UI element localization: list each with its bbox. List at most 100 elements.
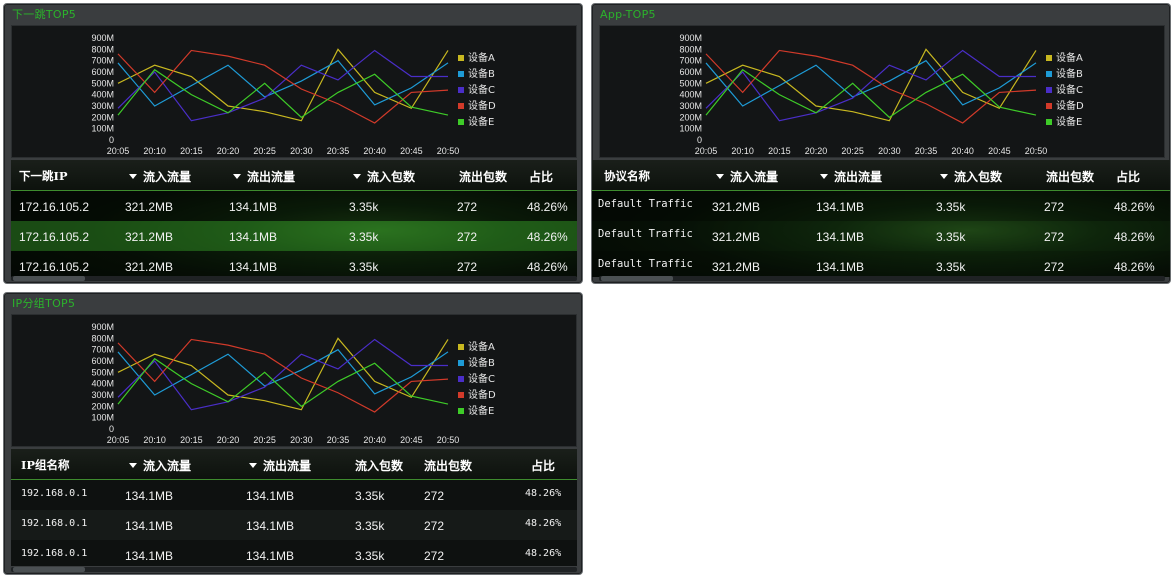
table-row[interactable]: 192.168.0.1 134.1MB 134.1MB 3.35k 272 48.26% bbox=[11, 480, 577, 510]
data-table: 协议名称 流入流量 流出流量 流入包数 流出包数 占比 Default Traf… bbox=[592, 160, 1170, 277]
table-row[interactable]: 192.168.0.1 134.1MB 134.1MB 3.35k 272 48.26% bbox=[11, 540, 577, 566]
legend-label[interactable]: 设备D bbox=[468, 388, 496, 401]
data-table: IP组名称 流入流量 流出流量 流入包数 流出包数 占比 192.168.0.1… bbox=[11, 449, 577, 566]
table-cell: 172.16.105.2 bbox=[19, 200, 90, 214]
x-tick-label: 20:10 bbox=[731, 146, 754, 156]
series-line-1 bbox=[117, 48, 449, 122]
scrollbar-thumb[interactable] bbox=[13, 276, 85, 281]
col-header-in-packets[interactable]: 流入包数 bbox=[940, 168, 1002, 185]
col-header-ratio[interactable]: 占比 bbox=[529, 170, 554, 184]
y-tick-label: 100M bbox=[91, 413, 114, 423]
series-line-4 bbox=[117, 49, 449, 124]
panel-title: 下一跳TOP5 bbox=[12, 8, 77, 21]
table-cell: 134.1MB bbox=[229, 260, 278, 274]
legend-label[interactable]: 设备B bbox=[1056, 67, 1083, 80]
table-cell: 134.1MB bbox=[246, 489, 295, 503]
table-cell: 48.26% bbox=[527, 200, 568, 214]
table-cell: 192.168.0.1 bbox=[21, 488, 88, 499]
col-header-in-traffic[interactable]: 流入流量 bbox=[716, 168, 778, 185]
col-header-out-packets[interactable]: 流出包数 bbox=[459, 170, 508, 184]
table-cell: 3.35k bbox=[936, 200, 966, 214]
legend-swatch bbox=[458, 376, 464, 382]
table-row[interactable]: 172.16.105.2 321.2MB 134.1MB 3.35k 272 48.26% bbox=[11, 191, 577, 221]
horizontal-scrollbar[interactable] bbox=[11, 276, 577, 281]
col-header-in-packets[interactable]: 流入包数 bbox=[355, 459, 404, 473]
col-header-ratio[interactable]: 占比 bbox=[1116, 170, 1141, 184]
table-cell: 48.26% bbox=[1114, 230, 1155, 244]
legend-label[interactable]: 设备A bbox=[468, 51, 495, 64]
x-tick-label: 20:35 bbox=[327, 146, 350, 156]
horizontal-scrollbar[interactable] bbox=[599, 276, 1165, 281]
panel-title: IP分组TOP5 bbox=[12, 297, 76, 310]
legend-swatch bbox=[1046, 119, 1052, 125]
table-cell: 134.1MB bbox=[246, 519, 295, 533]
sort-down-icon bbox=[233, 174, 241, 179]
table-cell: 134.1MB bbox=[125, 519, 174, 533]
sort-down-icon bbox=[249, 463, 257, 468]
x-tick-label: 20:15 bbox=[180, 146, 203, 156]
legend-label[interactable]: 设备E bbox=[468, 404, 494, 417]
x-tick-label: 20:25 bbox=[253, 435, 276, 445]
horizontal-scrollbar[interactable] bbox=[11, 567, 577, 572]
legend-label[interactable]: 设备A bbox=[468, 340, 495, 353]
x-tick-label: 20:20 bbox=[805, 146, 828, 156]
y-tick-label: 900M bbox=[91, 33, 114, 43]
table-cell: 134.1MB bbox=[125, 489, 174, 503]
table-cell: 272 bbox=[424, 519, 445, 533]
legend-label[interactable]: 设备C bbox=[468, 83, 495, 96]
legend-swatch bbox=[458, 87, 464, 93]
table-row[interactable]: Default Traffic 321.2MB 134.1MB 3.35k 272 48.… bbox=[592, 251, 1170, 277]
col-header-out-traffic[interactable]: 流出流量 bbox=[820, 168, 882, 185]
col-header-in-traffic[interactable]: 流入流量 bbox=[129, 168, 191, 185]
legend-swatch bbox=[458, 71, 464, 77]
table-cell: 3.35k bbox=[349, 200, 379, 214]
scrollbar-thumb[interactable] bbox=[601, 276, 673, 281]
table-row[interactable]: 172.16.105.2 321.2MB 134.1MB 3.35k 272 48.26% bbox=[11, 251, 577, 277]
table-cell: 134.1MB bbox=[816, 260, 865, 274]
legend-label[interactable]: 设备B bbox=[468, 356, 495, 369]
legend-label[interactable]: 设备E bbox=[1056, 115, 1082, 128]
scrollbar-thumb[interactable] bbox=[13, 567, 85, 572]
line-chart: 900M 800M 700M 600M 500M 400M 300M 200M 100M 0 20:… bbox=[11, 314, 577, 447]
table-cell: 272 bbox=[424, 489, 445, 503]
table-row[interactable]: Default Traffic 321.2MB 134.1MB 3.35k 272 48.… bbox=[592, 221, 1170, 251]
col-header-out-traffic[interactable]: 流出流量 bbox=[249, 457, 311, 474]
col-header-out-packets[interactable]: 流出包数 bbox=[424, 459, 473, 473]
table-cell: 3.35k bbox=[355, 519, 385, 533]
col-header-nexthop-ip[interactable]: 下一跳IP bbox=[19, 169, 68, 183]
col-header-out-traffic[interactable]: 流出流量 bbox=[233, 168, 295, 185]
col-header-out-packets[interactable]: 流出包数 bbox=[1046, 170, 1095, 184]
table-row[interactable]: Default Traffic 321.2MB 134.1MB 3.35k 272 48.… bbox=[592, 191, 1170, 221]
table-cell: 134.1MB bbox=[229, 230, 278, 244]
legend-label[interactable]: 设备D bbox=[468, 99, 496, 112]
col-header-ratio[interactable]: 占比 bbox=[531, 459, 556, 473]
table-cell: 134.1MB bbox=[246, 549, 295, 563]
table-cell: 192.168.0.1 bbox=[21, 518, 88, 529]
legend-label[interactable]: 设备D bbox=[1056, 99, 1084, 112]
legend-swatch bbox=[458, 344, 464, 350]
panel-nexthop-top5: 下一跳TOP5 900M 800M 700M 600M 500M 400M 300M 200M… bbox=[3, 3, 583, 284]
series-line-4 bbox=[705, 49, 1037, 124]
table-row[interactable]: 172.16.105.2 321.2MB 134.1MB 3.35k 272 48.26% bbox=[11, 221, 577, 251]
x-tick-label: 20:40 bbox=[951, 146, 974, 156]
col-header-ipgroup-name[interactable]: IP组名称 bbox=[21, 458, 70, 472]
y-tick-label: 900M bbox=[679, 33, 702, 43]
x-tick-label: 20:45 bbox=[400, 146, 423, 156]
y-tick-label: 600M bbox=[679, 67, 702, 77]
table-cell: 3.35k bbox=[355, 489, 385, 503]
legend-swatch bbox=[1046, 55, 1052, 61]
table-cell: 48.26% bbox=[527, 230, 568, 244]
col-header-in-traffic[interactable]: 流入流量 bbox=[129, 457, 191, 474]
legend-label[interactable]: 设备A bbox=[1056, 51, 1083, 64]
table-cell: 3.35k bbox=[936, 230, 966, 244]
legend-label[interactable]: 设备C bbox=[468, 372, 495, 385]
x-tick-label: 20:20 bbox=[217, 146, 240, 156]
legend-label[interactable]: 设备C bbox=[1056, 83, 1083, 96]
col-header-in-packets[interactable]: 流入包数 bbox=[353, 168, 415, 185]
legend-label[interactable]: 设备E bbox=[468, 115, 494, 128]
table-row[interactable]: 192.168.0.1 134.1MB 134.1MB 3.35k 272 48.26% bbox=[11, 510, 577, 540]
col-header-protocol-name[interactable]: 协议名称 bbox=[604, 169, 650, 183]
legend-label[interactable]: 设备B bbox=[468, 67, 495, 80]
series-line-1 bbox=[117, 337, 449, 411]
legend-swatch bbox=[458, 408, 464, 414]
